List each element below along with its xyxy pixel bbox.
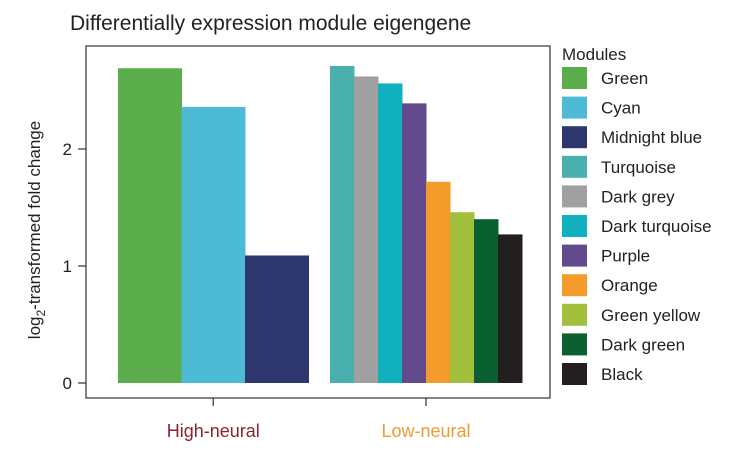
legend-label: Dark grey	[601, 187, 675, 206]
legend-label: Dark turquoise	[601, 217, 712, 236]
legend-label: Green	[601, 69, 648, 88]
legend-label: Black	[601, 365, 643, 384]
legend-swatch	[562, 67, 587, 89]
y-tick-label: 0	[63, 374, 72, 393]
y-tick-label: 1	[63, 257, 72, 276]
y-axis-label-suffix: -transformed fold change	[25, 121, 44, 310]
bar-green	[118, 68, 182, 384]
legend: Green Cyan Midnight blue Turquoise Dark grey…	[562, 67, 712, 385]
bar-orange	[426, 181, 451, 383]
legend-label: Turquoise	[601, 158, 676, 177]
y-axis: 0 1 2	[63, 140, 86, 393]
legend-swatch	[562, 333, 587, 356]
bar-dark-green	[474, 219, 499, 383]
legend-label: Orange	[601, 276, 658, 295]
chart-title: Differentially expression module eigenge…	[70, 12, 471, 35]
legend-swatch	[562, 185, 587, 208]
y-axis-label-prefix: log	[25, 317, 44, 340]
legend-label: Purple	[601, 247, 650, 266]
group-label-low-neural: Low-neural	[381, 421, 470, 441]
bar-dark-turquoise	[378, 83, 403, 383]
bar-midnight-blue	[245, 255, 309, 383]
plot-frame	[85, 45, 551, 399]
x-axis: High-neural Low-neural	[167, 398, 471, 441]
bar-cyan	[181, 106, 246, 383]
legend-label: Cyan	[601, 99, 641, 118]
bar-turquoise	[330, 65, 355, 384]
legend-label: Dark green	[601, 335, 685, 354]
bar-green-yellow	[450, 212, 475, 383]
y-axis-label-subscript: 2	[34, 310, 48, 317]
group-label-high-neural: High-neural	[167, 421, 260, 441]
bar-dark-grey	[354, 76, 379, 384]
legend-swatch	[562, 274, 587, 297]
y-tick-label: 2	[63, 140, 72, 159]
legend-label: Green yellow	[601, 306, 701, 325]
bar-black	[498, 234, 523, 383]
legend-title: Modules	[562, 45, 626, 64]
legend-swatch	[562, 303, 587, 326]
y-axis-label: log2-transformed fold change	[25, 121, 48, 339]
legend-swatch	[562, 96, 587, 119]
bars	[118, 65, 523, 384]
legend-swatch	[562, 244, 587, 267]
legend-swatch	[562, 155, 587, 178]
legend-swatch	[562, 126, 587, 149]
bar-purple	[402, 103, 427, 384]
legend-swatch	[562, 363, 587, 385]
y-axis-label-text: log2-transformed fold change	[25, 121, 48, 339]
legend-swatch	[562, 215, 587, 237]
legend-label: Midnight blue	[601, 128, 702, 147]
